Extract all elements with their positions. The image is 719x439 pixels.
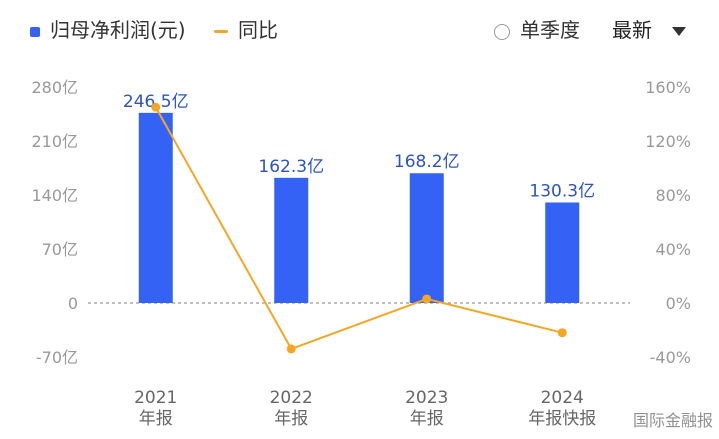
sort-dropdown[interactable]: 最新 bbox=[612, 14, 686, 43]
quarterly-toggle-label: 单季度 bbox=[520, 18, 580, 42]
bar bbox=[409, 173, 444, 303]
yoy-point bbox=[422, 294, 432, 304]
yoy-point bbox=[286, 344, 296, 354]
x-axis-year-label: 2022 bbox=[270, 388, 313, 408]
bar-value-label: 246.5亿 bbox=[123, 92, 189, 112]
right-axis-tick-label: 120% bbox=[645, 132, 691, 151]
left-axis-tick-label: 140亿 bbox=[31, 186, 78, 205]
sort-dropdown-label: 最新 bbox=[612, 18, 652, 42]
bar-value-label: 168.2亿 bbox=[394, 152, 460, 172]
x-axis-report-label: 年报 bbox=[410, 409, 444, 429]
left-axis-tick-label: 280亿 bbox=[31, 78, 78, 97]
yoy-point bbox=[557, 328, 567, 338]
x-axis-report-label: 年报 bbox=[139, 409, 173, 429]
legend-line-swatch bbox=[214, 30, 228, 33]
x-axis-report-label: 年报快报 bbox=[528, 409, 596, 429]
legend-bar-item[interactable]: 归母净利润(元) bbox=[30, 14, 186, 43]
watermark-text: 国际金融报 bbox=[632, 411, 713, 430]
yoy-line bbox=[154, 106, 563, 350]
bar bbox=[545, 202, 580, 303]
x-axis-year-label: 2024 bbox=[541, 388, 584, 408]
bar bbox=[274, 177, 309, 303]
left-axis-tick-label: 210亿 bbox=[31, 132, 78, 151]
right-axis-tick-label: 160% bbox=[645, 78, 691, 97]
right-axis-tick-label: 0% bbox=[666, 294, 691, 313]
yoy-point bbox=[151, 102, 161, 112]
bar-value-label: 162.3亿 bbox=[258, 157, 324, 177]
legend-bar-label: 归母净利润(元) bbox=[50, 18, 186, 42]
x-axis-year-label: 2021 bbox=[134, 388, 177, 408]
left-axis-tick-label: 70亿 bbox=[42, 240, 78, 259]
bar-value-label: 130.3亿 bbox=[529, 181, 595, 201]
radio-icon bbox=[494, 23, 510, 40]
right-axis-tick-label: 40% bbox=[655, 240, 691, 259]
x-axis-report-label: 年报 bbox=[274, 409, 308, 429]
x-axis-year-label: 2023 bbox=[405, 388, 448, 408]
right-axis-tick-label: -40% bbox=[650, 348, 691, 367]
right-axis-tick-label: 80% bbox=[655, 186, 691, 205]
legend-line-label: 同比 bbox=[238, 18, 278, 42]
left-axis-tick-label: 0 bbox=[68, 294, 78, 313]
caret-down-icon bbox=[672, 27, 686, 36]
quarterly-toggle[interactable]: 单季度 bbox=[494, 14, 580, 43]
legend-bar-swatch bbox=[30, 26, 40, 37]
bar bbox=[138, 112, 173, 303]
legend-line-item[interactable]: 同比 bbox=[214, 14, 278, 43]
left-axis-tick-label: -70亿 bbox=[36, 348, 78, 367]
